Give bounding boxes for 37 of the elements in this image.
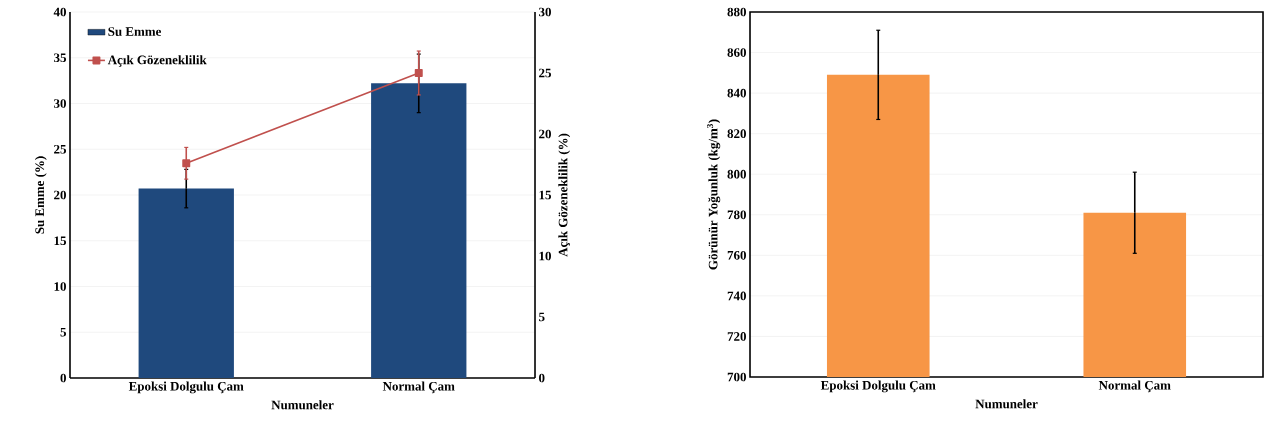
y2-tick-label: 15 <box>539 190 551 200</box>
y-tick-label: 20 <box>54 190 66 200</box>
y-axis-title: Su Emme (%) <box>34 156 47 234</box>
y-tick-label: 880 <box>727 7 746 17</box>
y2-tick-label: 25 <box>539 68 551 78</box>
y-tick-label: 760 <box>727 250 746 260</box>
y2-tick-label: 30 <box>539 7 551 17</box>
legend-label: Su Emme <box>108 27 161 36</box>
x-tick-label: Normal Çam <box>382 381 455 394</box>
x-tick-label: Epoksi Dolgulu Çam <box>820 380 936 393</box>
y2-axis-title: Açık Gözeneklilik (%) <box>558 133 571 257</box>
y-tick-label: 860 <box>727 48 746 57</box>
y2-tick-label: 20 <box>539 129 551 139</box>
y-tick-label: 5 <box>60 327 67 337</box>
y-tick-label: 720 <box>727 332 746 341</box>
y2-tick-label: 10 <box>539 251 551 261</box>
y-axis-title: Görünür Yoğunluk (kg/m$^{3}$) <box>707 119 721 270</box>
y-tick-label: 0 <box>60 373 66 383</box>
y-tick-label: 780 <box>727 210 746 220</box>
y-tick-label: 30 <box>54 99 66 108</box>
x-tick-label: Epoksi Dolgulu Çam <box>128 381 244 394</box>
x-tick-label: Normal Çam <box>1098 380 1171 393</box>
y2-tick-label: 0 <box>539 373 545 383</box>
y-tick-label: 25 <box>54 144 67 154</box>
y-tick-label: 840 <box>727 88 746 98</box>
y-tick-label: 700 <box>727 372 746 382</box>
y-tick-label: 15 <box>54 236 67 246</box>
y-tick-label: 800 <box>727 169 746 179</box>
y-tick-label: 820 <box>727 129 746 139</box>
x-axis-title: Numuneler <box>975 399 1038 409</box>
y-tick-label: 740 <box>727 291 746 301</box>
y-tick-label: 10 <box>54 282 66 291</box>
y-tick-label: 40 <box>53 7 66 17</box>
y2-tick-label: 5 <box>539 312 545 322</box>
y-tick-label: 35 <box>54 53 67 63</box>
x-axis-title: Numuneler <box>271 400 334 410</box>
legend-label: Açık Gözeneklilik <box>107 55 207 67</box>
